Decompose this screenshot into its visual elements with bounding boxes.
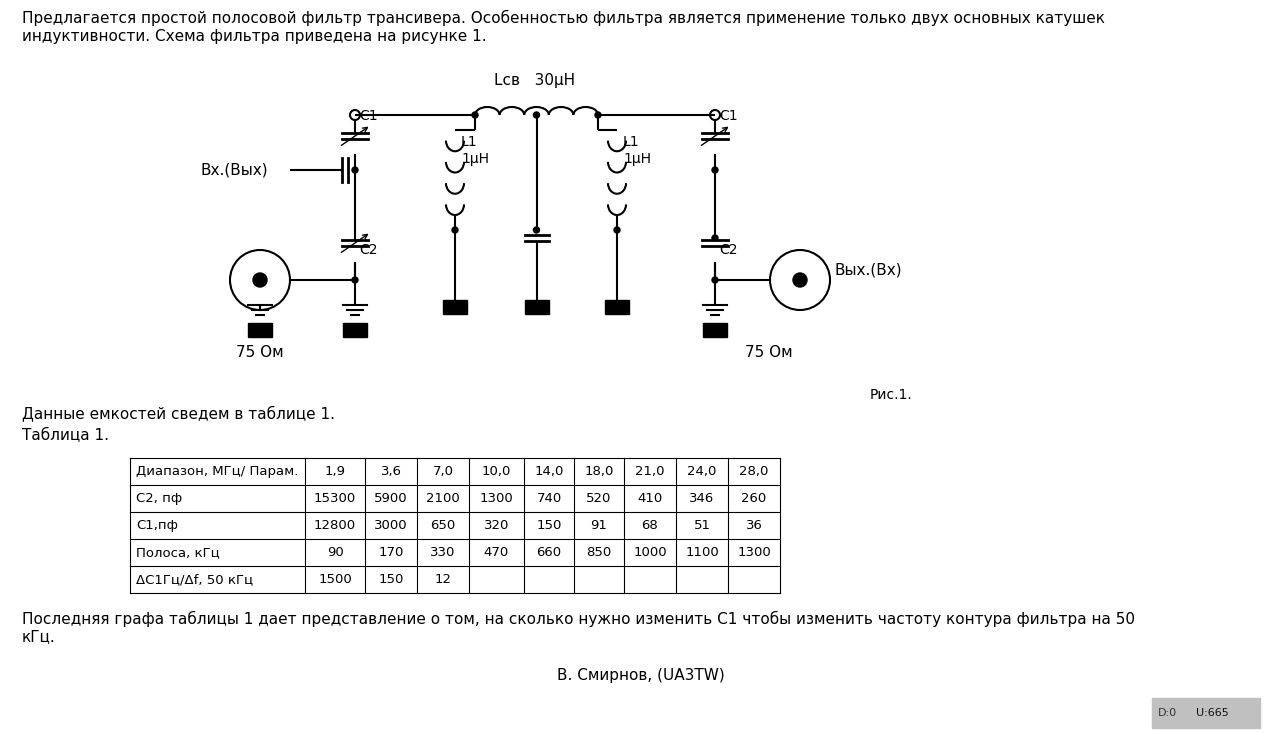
Text: 75 Ом: 75 Ом <box>236 345 283 360</box>
Text: Таблица 1.: Таблица 1. <box>22 428 109 443</box>
Text: 5900: 5900 <box>374 492 408 505</box>
Text: 28,0: 28,0 <box>740 465 769 478</box>
Bar <box>247 323 272 337</box>
Text: 850: 850 <box>586 546 612 559</box>
Circle shape <box>533 112 540 118</box>
Text: 36: 36 <box>746 519 763 532</box>
Circle shape <box>614 227 620 233</box>
Text: С2, пф: С2, пф <box>136 492 182 505</box>
Text: В. Смирнов, (UA3TW): В. Смирнов, (UA3TW) <box>558 668 724 683</box>
Text: 150: 150 <box>378 573 404 586</box>
Text: L1: L1 <box>623 135 640 149</box>
Text: U:665: U:665 <box>1196 708 1228 718</box>
Text: Вых.(Вх): Вых.(Вх) <box>835 262 903 278</box>
Text: Предлагается простой полосовой фильтр трансивера. Особенностью фильтра является : Предлагается простой полосовой фильтр тр… <box>22 10 1105 43</box>
Text: 1300: 1300 <box>479 492 513 505</box>
Text: 410: 410 <box>637 492 663 505</box>
Text: 7,0: 7,0 <box>432 465 454 478</box>
Text: 650: 650 <box>431 519 455 532</box>
Circle shape <box>712 235 718 241</box>
Text: 24,0: 24,0 <box>687 465 717 478</box>
Bar <box>344 323 367 337</box>
Text: Данные емкостей сведем в таблице 1.: Данные емкостей сведем в таблице 1. <box>22 405 335 421</box>
Text: 21,0: 21,0 <box>636 465 665 478</box>
Text: 3000: 3000 <box>374 519 408 532</box>
Text: 150: 150 <box>536 519 562 532</box>
Text: 1500: 1500 <box>318 573 351 586</box>
Text: 51: 51 <box>694 519 710 532</box>
Text: 12800: 12800 <box>314 519 356 532</box>
Bar <box>703 323 727 337</box>
Circle shape <box>595 112 601 118</box>
Text: 90: 90 <box>327 546 344 559</box>
Text: 14,0: 14,0 <box>535 465 564 478</box>
Text: 10,0: 10,0 <box>482 465 512 478</box>
Text: 170: 170 <box>378 546 404 559</box>
Text: 660: 660 <box>536 546 562 559</box>
Text: Рис.1.: Рис.1. <box>870 388 913 402</box>
Text: D:0: D:0 <box>1158 708 1177 718</box>
Text: 520: 520 <box>586 492 612 505</box>
Text: 91: 91 <box>591 519 608 532</box>
Text: C1: C1 <box>719 109 737 123</box>
Text: Полоса, кГц: Полоса, кГц <box>136 546 219 559</box>
Text: L1: L1 <box>462 135 478 149</box>
Text: 470: 470 <box>483 546 509 559</box>
Bar <box>444 300 467 314</box>
Text: 2100: 2100 <box>426 492 460 505</box>
Text: Последняя графа таблицы 1 дает представление о том, на сколько нужно изменить С1: Последняя графа таблицы 1 дает представл… <box>22 611 1135 644</box>
Text: 1300: 1300 <box>737 546 770 559</box>
Text: 15300: 15300 <box>314 492 356 505</box>
Text: 260: 260 <box>741 492 767 505</box>
Circle shape <box>712 167 718 173</box>
Text: C1: C1 <box>359 109 378 123</box>
Text: 1000: 1000 <box>633 546 667 559</box>
Circle shape <box>533 227 540 233</box>
Text: 320: 320 <box>483 519 509 532</box>
Text: 18,0: 18,0 <box>585 465 614 478</box>
Bar <box>1153 698 1260 728</box>
Text: Lсв   30μH: Lсв 30μH <box>495 73 576 88</box>
Text: 346: 346 <box>690 492 714 505</box>
Circle shape <box>794 273 806 287</box>
Bar <box>605 300 629 314</box>
Circle shape <box>253 273 267 287</box>
Text: C2: C2 <box>719 243 737 257</box>
Text: Вх.(Вых): Вх.(Вых) <box>200 163 268 177</box>
Circle shape <box>353 277 358 283</box>
Circle shape <box>453 227 458 233</box>
Circle shape <box>472 112 478 118</box>
Circle shape <box>353 167 358 173</box>
Circle shape <box>712 277 718 283</box>
Text: C2: C2 <box>359 243 377 257</box>
Text: С1,пф: С1,пф <box>136 519 178 532</box>
Text: 1100: 1100 <box>685 546 719 559</box>
Text: 1μH: 1μH <box>623 152 651 166</box>
Text: 740: 740 <box>536 492 562 505</box>
Text: Диапазон, МГц/ Парам.: Диапазон, МГц/ Парам. <box>136 465 299 478</box>
Text: 330: 330 <box>431 546 455 559</box>
Text: 3,6: 3,6 <box>381 465 401 478</box>
Text: 75 Ом: 75 Ом <box>745 345 792 360</box>
Text: 1,9: 1,9 <box>324 465 346 478</box>
Text: 68: 68 <box>641 519 659 532</box>
Text: 12: 12 <box>435 573 451 586</box>
Text: ΔC1Гц/Δf, 50 кГц: ΔC1Гц/Δf, 50 кГц <box>136 573 253 586</box>
Text: 1μH: 1μH <box>462 152 488 166</box>
Bar <box>524 300 549 314</box>
